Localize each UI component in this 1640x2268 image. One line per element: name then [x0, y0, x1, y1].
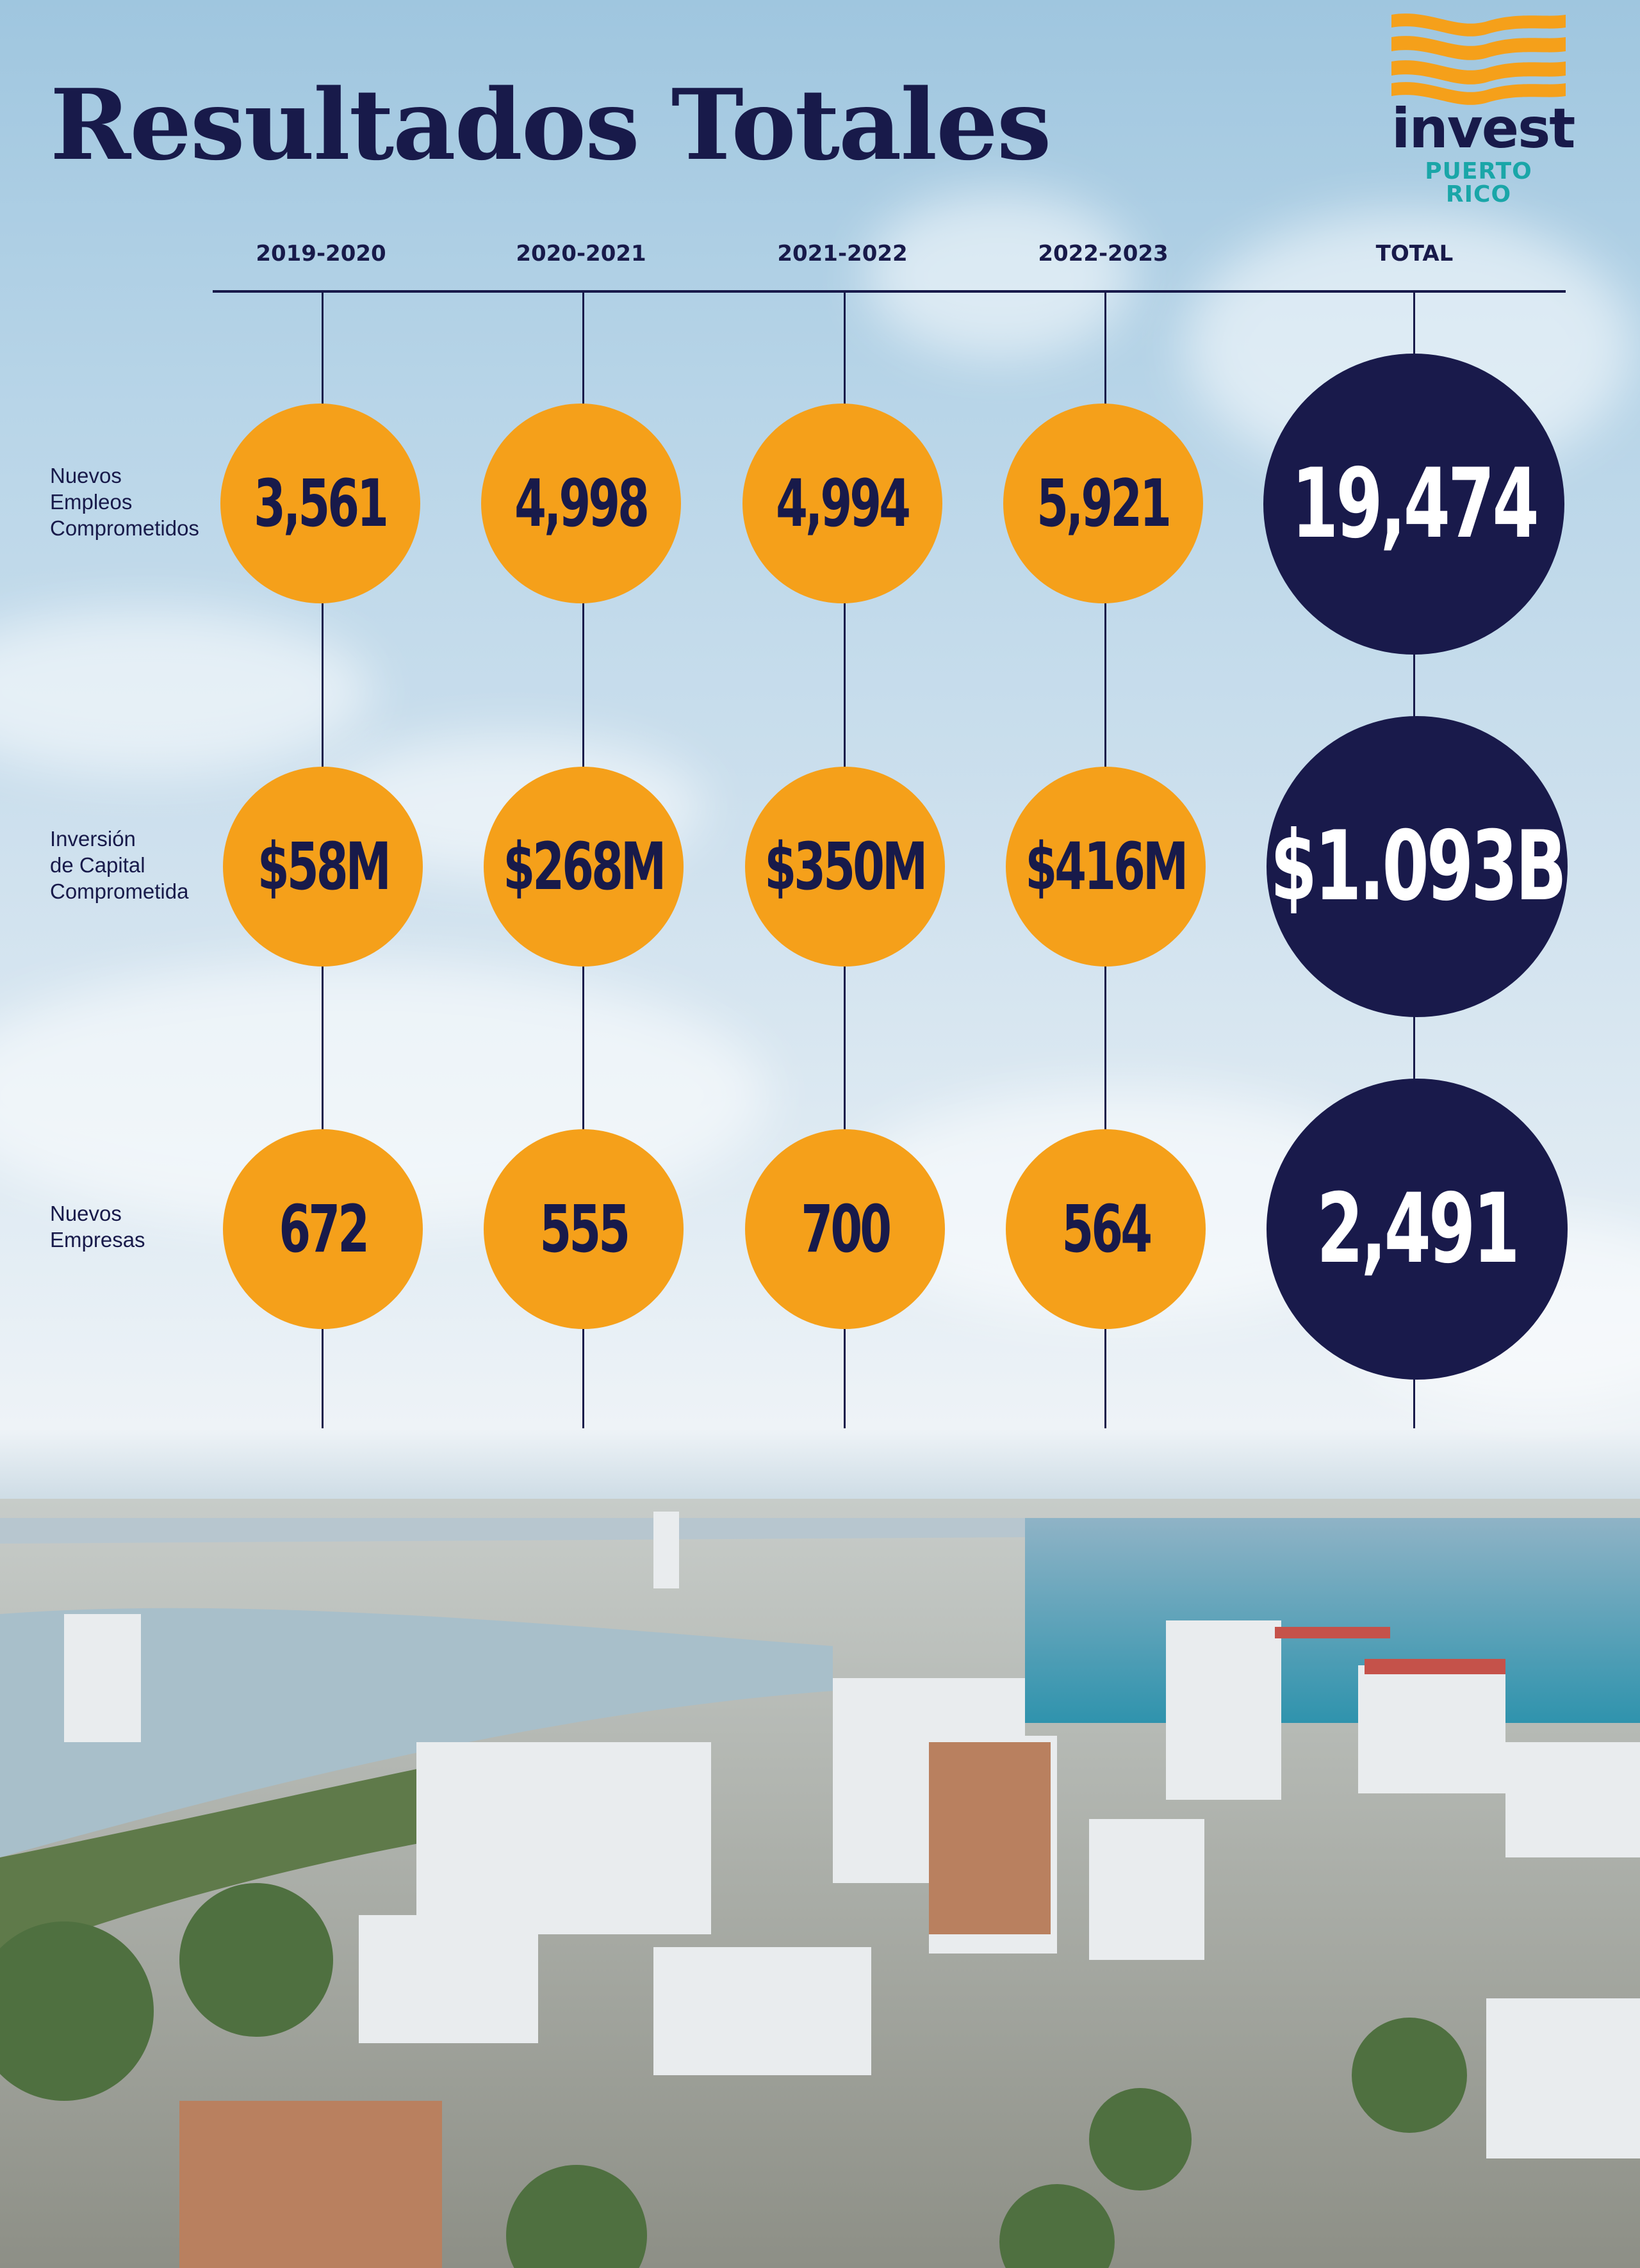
total-bubble: $1.093B	[1267, 716, 1568, 1017]
column-header-total: TOTAL	[1375, 241, 1454, 266]
value-bubble: 564	[1006, 1129, 1206, 1329]
invest-puerto-rico-logo: invest PUERTO RICO	[1391, 12, 1575, 206]
row-label-investment: Inversión de Capital Comprometida	[50, 827, 189, 903]
page-title: Resultados Totales	[50, 67, 1051, 182]
value-bubble: 3,561	[220, 404, 420, 603]
column-header-2021-2022: 2021-2022	[777, 241, 908, 266]
column-header-2022-2023: 2022-2023	[1038, 241, 1168, 266]
value-bubble: $268M	[484, 767, 684, 967]
header-rule	[213, 290, 1566, 293]
column-header-2020-2021: 2020-2021	[516, 241, 646, 266]
value-bubble: $416M	[1006, 767, 1206, 967]
logo-subtitle: PUERTO RICO	[1425, 158, 1532, 208]
row-label-companies: Nuevos Empresas	[50, 1202, 145, 1252]
value-bubble: $350M	[745, 767, 945, 967]
value-bubble: $58M	[223, 767, 423, 967]
total-bubble: 19,474	[1263, 354, 1564, 655]
cloud	[865, 192, 1134, 359]
value-bubble: 700	[745, 1129, 945, 1329]
value-bubble: 4,994	[742, 404, 942, 603]
total-bubble: 2,491	[1267, 1079, 1568, 1380]
city-aerial-photo	[0, 1499, 1640, 2268]
logo-wordmark: invest	[1391, 97, 1575, 161]
value-bubble: 672	[223, 1129, 423, 1329]
value-bubble: 555	[484, 1129, 684, 1329]
cloud	[0, 608, 372, 775]
value-bubble: 5,921	[1003, 404, 1203, 603]
column-header-2019-2020: 2019-2020	[256, 241, 386, 266]
orange-waves-logo-icon	[1391, 13, 1566, 105]
value-bubble: 4,998	[481, 404, 681, 603]
row-label-jobs: Nuevos Empleos Comprometidos	[50, 464, 199, 540]
